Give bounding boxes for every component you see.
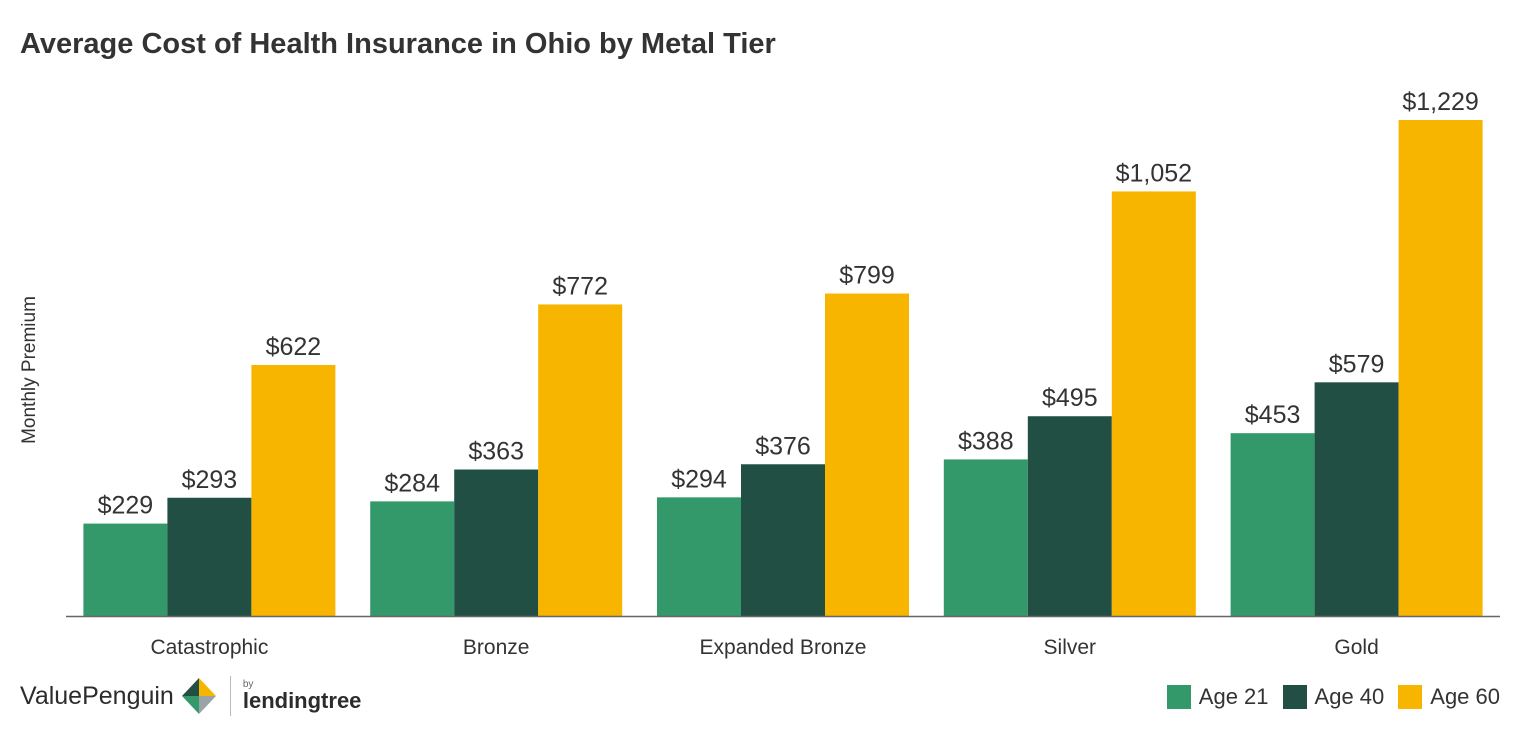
data-label-catastrophic-age-40: $293	[182, 466, 238, 494]
category-label-bronze: Bronze	[463, 636, 530, 659]
legend-swatch-age-60	[1398, 685, 1423, 709]
bar-catastrophic-age-40	[167, 497, 252, 616]
bar-bronze-age-60	[538, 304, 623, 616]
bar-gold-age-21	[1230, 433, 1315, 616]
data-label-catastrophic-age-60: $622	[266, 333, 322, 361]
data-label-gold-age-60: $1,229	[1402, 88, 1478, 116]
lendingtree-label: lendingtree	[242, 688, 362, 713]
data-label-silver-age-60: $1,052	[1116, 159, 1192, 187]
data-label-expanded-bronze-age-60: $799	[839, 262, 895, 290]
bar-catastrophic-age-60	[251, 364, 336, 616]
legend: Age 21 Age 40 Age 60	[1166, 684, 1500, 710]
legend-item-age-40: Age 40	[1282, 684, 1385, 710]
data-label-catastrophic-age-21: $229	[98, 492, 154, 520]
data-label-gold-age-21: $453	[1245, 401, 1301, 429]
bar-expanded-bronze-age-21	[657, 497, 741, 616]
legend-item-age-60: Age 60	[1398, 684, 1500, 710]
data-label-bronze-age-21: $284	[384, 469, 440, 497]
category-label-gold: Gold	[1334, 636, 1378, 659]
bar-expanded-bronze-age-60	[825, 293, 909, 616]
bar-bronze-age-21	[370, 501, 455, 616]
legend-label-age-40: Age 40	[1314, 684, 1385, 709]
chart-title: Average Cost of Health Insurance in Ohio…	[20, 28, 776, 60]
data-label-gold-age-40: $579	[1329, 350, 1385, 378]
bar-silver-age-60	[1111, 191, 1196, 616]
bar-expanded-bronze-age-40	[741, 464, 825, 616]
bar-catastrophic-age-21	[83, 523, 168, 616]
legend-label-age-60: Age 60	[1430, 684, 1500, 709]
by-label: by	[242, 679, 254, 690]
data-label-bronze-age-40: $363	[468, 438, 524, 466]
branding: ValuePenguin by lendingtree	[20, 676, 361, 716]
lendingtree-wordmark: by lendingtree	[243, 680, 362, 712]
legend-swatch-age-40	[1282, 685, 1307, 709]
data-label-silver-age-40: $495	[1042, 384, 1098, 412]
bar-gold-age-40	[1314, 382, 1399, 616]
legend-swatch-age-21	[1166, 685, 1191, 709]
data-label-expanded-bronze-age-40: $376	[755, 432, 811, 460]
legend-item-age-21: Age 21	[1166, 684, 1269, 710]
bar-bronze-age-40	[454, 469, 539, 616]
data-label-silver-age-21: $388	[958, 427, 1014, 455]
category-label-catastrophic: Catastrophic	[150, 636, 268, 659]
legend-label-age-21: Age 21	[1198, 684, 1269, 709]
valuepenguin-wordmark: ValuePenguin	[20, 681, 174, 710]
valuepenguin-logo-icon	[181, 678, 216, 714]
brand-divider	[229, 676, 231, 716]
bar-gold-age-60	[1398, 120, 1483, 616]
bar-silver-age-21	[943, 459, 1028, 616]
category-label-expanded-bronze: Expanded Bronze	[700, 636, 867, 659]
bar-silver-age-40	[1027, 416, 1112, 616]
data-label-expanded-bronze-age-21: $294	[671, 465, 727, 493]
category-label-silver: Silver	[1044, 636, 1097, 659]
data-label-bronze-age-60: $772	[552, 272, 608, 300]
